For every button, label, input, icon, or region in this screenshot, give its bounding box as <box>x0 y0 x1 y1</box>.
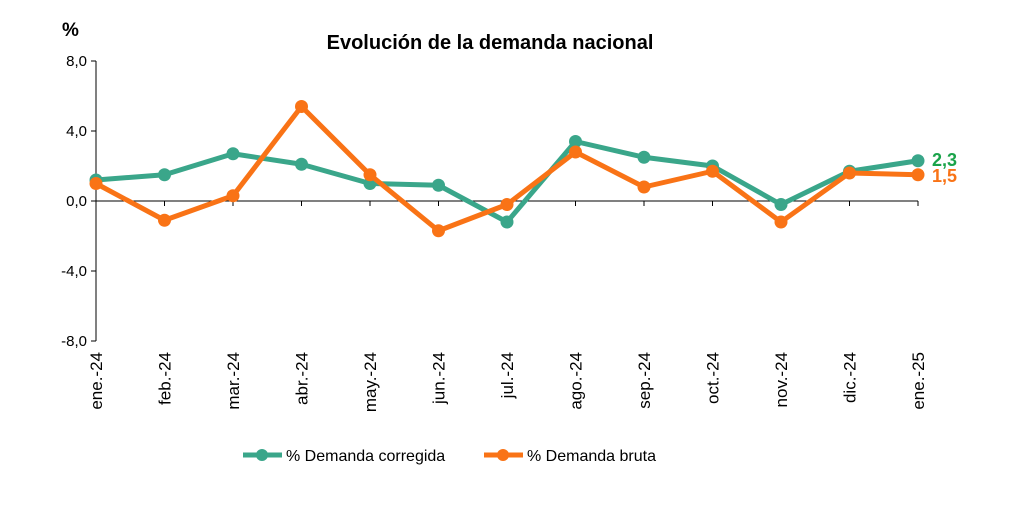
x-tick-label: mar.-24 <box>224 352 243 410</box>
x-tick-label: ene.-24 <box>87 352 106 410</box>
x-tick-label: ene.-25 <box>909 352 928 410</box>
x-tick-label: sep.-24 <box>635 352 654 409</box>
data-point <box>158 168 171 182</box>
chart-title: Evolución de la demanda nacional <box>327 32 654 54</box>
x-tick-label: abr.-24 <box>293 352 312 405</box>
legend-marker-corregida <box>256 449 268 461</box>
data-point <box>226 189 240 203</box>
series-line <box>93 104 921 234</box>
x-tick-label: feb.-24 <box>156 352 175 405</box>
data-point <box>432 224 445 238</box>
x-tick-label: oct.-24 <box>704 352 723 404</box>
series-corregida: 2,3 <box>89 135 957 229</box>
x-tick-label: jun.-24 <box>430 352 449 405</box>
data-point <box>500 215 514 229</box>
y-tick-label: -8,0 <box>61 333 87 350</box>
end-data-label: 2,3 <box>932 150 957 170</box>
data-point <box>774 215 788 229</box>
data-point <box>774 198 788 211</box>
data-point <box>500 198 514 211</box>
series-bruta: 1,5 <box>89 100 957 238</box>
legend-marker-bruta <box>497 449 509 461</box>
data-point <box>569 135 582 148</box>
x-tick-label: may.-24 <box>361 352 380 412</box>
data-point <box>637 180 651 194</box>
y-tick-label: 8,0 <box>66 53 87 70</box>
data-point <box>637 150 651 164</box>
data-point <box>569 145 582 159</box>
x-tick-label: nov.-24 <box>772 352 791 407</box>
y-tick-label: 4,0 <box>66 123 87 140</box>
legend-item-corregida: % Demanda corregida <box>243 448 445 465</box>
series-layer: 2,31,5 <box>89 100 957 238</box>
data-point <box>843 166 856 180</box>
data-point <box>226 147 240 161</box>
data-point <box>911 168 925 182</box>
data-point <box>158 213 171 227</box>
data-point <box>706 164 719 178</box>
data-point <box>295 157 308 171</box>
data-point <box>363 168 377 182</box>
y-unit-label: % <box>62 20 79 41</box>
y-tick-label: -4,0 <box>61 263 87 280</box>
x-tick-label: ago.-24 <box>567 352 586 410</box>
data-point <box>295 100 308 113</box>
data-point <box>911 154 925 168</box>
end-data-label: 1,5 <box>932 166 957 186</box>
x-tick-label: dic.-24 <box>841 352 860 403</box>
y-tick-label: 0,0 <box>66 193 87 210</box>
data-point <box>432 178 445 192</box>
legend-item-bruta: % Demanda bruta <box>484 448 656 465</box>
legend-label-corregida: % Demanda corregida <box>286 448 445 465</box>
legend: % Demanda corregida % Demanda bruta <box>243 448 656 465</box>
legend-label-bruta: % Demanda bruta <box>527 448 656 465</box>
x-tick-label: jul.-24 <box>498 352 517 399</box>
data-point <box>89 177 103 190</box>
